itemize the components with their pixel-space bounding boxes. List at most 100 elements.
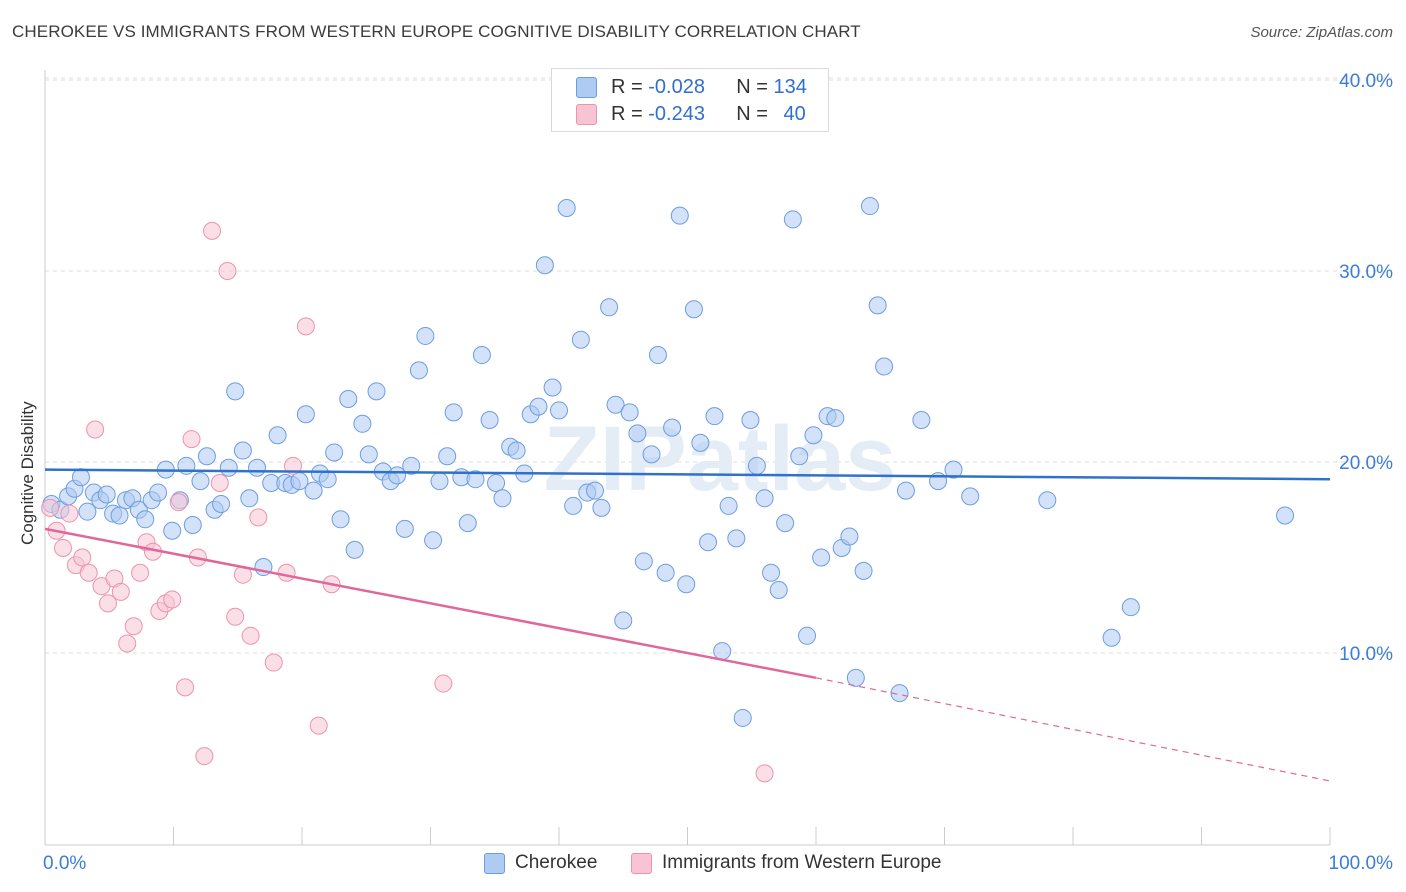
data-point xyxy=(606,395,625,414)
data-point xyxy=(713,642,732,661)
legend-n-value: 134 xyxy=(773,75,807,98)
data-point xyxy=(677,575,696,594)
data-point xyxy=(747,456,766,475)
data-point xyxy=(248,458,267,477)
data-point xyxy=(776,514,795,533)
data-point xyxy=(543,378,562,397)
data-point xyxy=(409,361,428,380)
data-point xyxy=(136,510,155,529)
data-point xyxy=(890,684,909,703)
data-point xyxy=(798,626,817,645)
data-point xyxy=(163,590,182,609)
data-point xyxy=(304,481,323,500)
data-point xyxy=(182,430,201,449)
data-point xyxy=(41,498,60,517)
data-point xyxy=(131,563,150,582)
data-point xyxy=(249,508,268,527)
data-point xyxy=(191,472,210,491)
data-point xyxy=(203,221,222,240)
data-point xyxy=(325,443,344,462)
data-point xyxy=(727,529,746,548)
data-point xyxy=(826,409,845,428)
data-point xyxy=(124,617,143,636)
x-tick-label: 100.0% xyxy=(1329,853,1394,874)
data-point xyxy=(762,563,781,582)
data-point xyxy=(111,582,130,601)
data-point xyxy=(896,481,915,500)
data-point xyxy=(550,401,568,420)
data-point xyxy=(875,357,894,376)
data-point xyxy=(535,256,554,275)
data-point xyxy=(480,410,499,429)
data-point xyxy=(78,502,97,521)
y-tick-label: 30.0% xyxy=(1339,262,1393,283)
data-point xyxy=(240,489,259,508)
data-point xyxy=(755,489,774,508)
data-point xyxy=(353,414,372,433)
data-point xyxy=(614,611,633,630)
bottom-legend-cherokee: Cherokee xyxy=(484,852,597,874)
data-point xyxy=(769,580,788,599)
legend-row-immigrants: R = -0.243 N = 40 xyxy=(576,102,806,126)
data-point xyxy=(318,470,337,489)
data-point xyxy=(339,389,358,408)
data-point xyxy=(691,433,710,452)
y-tick-label: 40.0% xyxy=(1339,71,1393,92)
data-point xyxy=(226,607,245,626)
data-point xyxy=(359,445,378,464)
correlation-legend: R = -0.028 N = 134 R = -0.243 N = 40 xyxy=(551,68,829,132)
data-point xyxy=(592,498,611,517)
data-point xyxy=(219,458,238,477)
data-point xyxy=(1102,628,1121,647)
data-point xyxy=(79,563,98,582)
data-point xyxy=(860,197,879,216)
data-point xyxy=(183,516,202,535)
data-point xyxy=(854,561,873,580)
data-point xyxy=(571,330,590,349)
tick-labels: 10.0% 20.0% 30.0% 40.0% 0.0% 100.0% xyxy=(43,71,1393,874)
data-point xyxy=(169,493,188,512)
data-point xyxy=(684,300,703,319)
data-point xyxy=(345,540,364,559)
data-point xyxy=(529,397,548,416)
legend-r-value: -0.028 xyxy=(648,75,705,98)
data-point xyxy=(472,346,491,365)
data-point xyxy=(912,410,931,429)
data-point xyxy=(458,514,477,533)
data-point xyxy=(424,531,443,550)
data-point xyxy=(268,426,287,445)
data-point xyxy=(733,708,752,727)
data-point xyxy=(430,472,449,491)
data-point xyxy=(663,418,682,437)
data-point xyxy=(284,456,303,475)
legend-n-label: N = xyxy=(736,75,774,98)
data-point xyxy=(98,594,117,613)
data-point xyxy=(1121,598,1140,617)
y-axis-label: Cognitive Disability xyxy=(18,401,37,545)
legend-swatch-pink xyxy=(576,103,597,125)
data-point xyxy=(53,538,72,557)
data-point xyxy=(868,296,887,315)
data-point xyxy=(277,563,296,582)
bottom-swatch-pink xyxy=(631,852,652,874)
source-label: Source: ZipAtlas.com xyxy=(1250,24,1393,41)
data-point xyxy=(846,668,865,687)
data-point xyxy=(620,403,639,422)
data-point xyxy=(195,747,214,766)
x-tick-label: 0.0% xyxy=(43,853,86,874)
data-point xyxy=(395,519,414,538)
data-point xyxy=(719,496,738,515)
data-point xyxy=(176,678,195,697)
data-point xyxy=(557,198,576,217)
data-point xyxy=(226,382,245,401)
data-point xyxy=(438,447,457,466)
trend-lines xyxy=(44,468,1331,782)
data-point xyxy=(416,326,435,345)
data-point xyxy=(961,487,980,506)
data-point xyxy=(648,346,667,365)
data-point xyxy=(840,527,859,546)
bottom-swatch-blue xyxy=(484,852,505,874)
data-point xyxy=(812,548,831,567)
legend-n-value: 40 xyxy=(783,102,806,125)
data-point xyxy=(86,420,105,439)
